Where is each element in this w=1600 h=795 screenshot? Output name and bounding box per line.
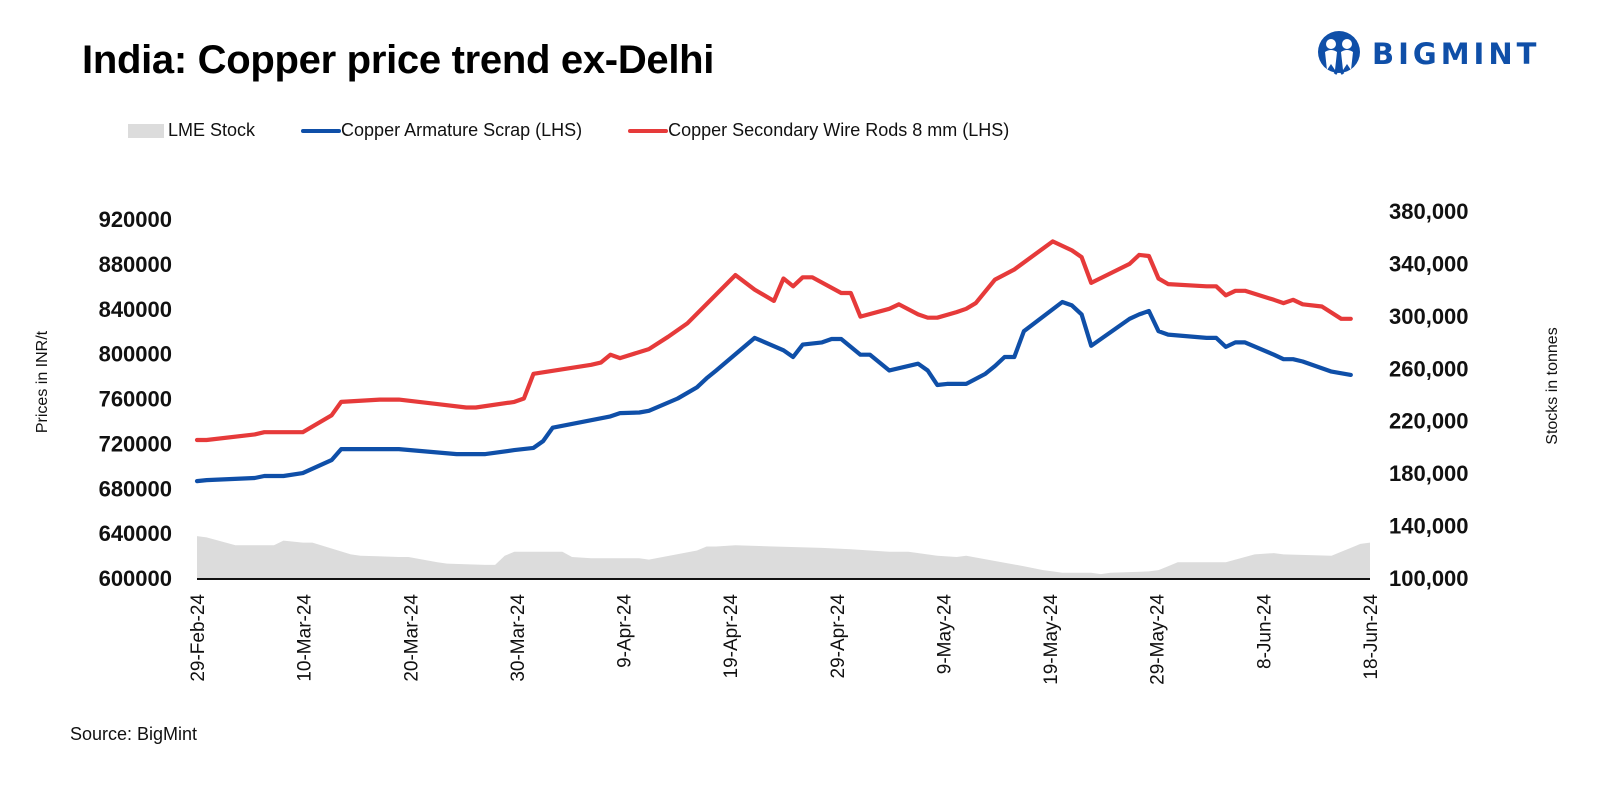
- left-tick-label: 800000: [99, 342, 172, 367]
- left-axis-title: Prices in INR/t: [34, 330, 51, 433]
- left-tick-label: 680000: [99, 476, 172, 501]
- x-tick-label: 29-May-24: [1148, 594, 1169, 685]
- legend-swatch-wire-rods: [628, 128, 669, 133]
- x-tick-label: 10-Mar-24: [295, 594, 316, 682]
- chart-title: India: Copper price trend ex-Delhi: [82, 38, 715, 82]
- right-tick-label: 140,000: [1389, 514, 1469, 539]
- left-tick-label: 720000: [99, 431, 172, 456]
- x-tick-label: 8-Jun-24: [1254, 594, 1275, 669]
- left-tick-label: 880000: [99, 252, 172, 277]
- right-axis-ticks: 100,000 140,000 180,000 220,000 260,000 300,0…: [1389, 199, 1469, 591]
- right-axis-title: Stocks in tonnes: [1544, 327, 1561, 444]
- legend-label: Copper Secondary Wire Rods 8 mm (LHS): [668, 120, 1010, 140]
- x-tick-label: 19-May-24: [1041, 594, 1062, 685]
- legend-swatch-lme-stock: [128, 123, 164, 138]
- right-tick-label: 220,000: [1389, 409, 1469, 434]
- x-tick-label: 20-Mar-24: [401, 594, 422, 682]
- x-tick-label: 18-Jun-24: [1361, 594, 1382, 680]
- right-tick-label: 300,000: [1389, 304, 1469, 329]
- right-tick-label: 260,000: [1389, 356, 1469, 381]
- area-lme-stock: [197, 536, 1370, 578]
- legend-label: Copper Armature Scrap (LHS): [341, 120, 583, 140]
- left-tick-label: 920000: [99, 207, 172, 232]
- x-tick-label: 29-Feb-24: [188, 594, 209, 682]
- line-copper-armature-scrap-lhs: [194, 299, 1353, 484]
- lme-stock-area-layer: [197, 536, 1370, 578]
- legend-item-lme-stock: LME Stock: [128, 120, 255, 141]
- x-tick-label: 30-Mar-24: [508, 594, 529, 682]
- right-tick-label: 100,000: [1389, 566, 1469, 591]
- price-lines-layer: [194, 239, 1353, 484]
- legend-swatch-armature-scrap: [301, 128, 342, 133]
- x-tick-label: 19-Apr-24: [721, 594, 742, 679]
- x-tick-label: 9-May-24: [935, 594, 956, 675]
- line-copper-secondary-wire-rods-8-mm-lhs: [194, 239, 1353, 443]
- legend-item-wire-rods: Copper Secondary Wire Rods 8 mm (LHS): [628, 120, 1009, 141]
- right-tick-label: 180,000: [1389, 461, 1469, 486]
- source-note: Source: BigMint: [70, 724, 198, 744]
- left-tick-label: 760000: [99, 387, 172, 412]
- bigmint-logo: BIGMINT: [1316, 30, 1540, 78]
- x-tick-label: 29-Apr-24: [828, 594, 849, 679]
- left-tick-label: 840000: [99, 297, 172, 322]
- x-tick-label: 9-Apr-24: [615, 594, 636, 668]
- right-tick-label: 340,000: [1389, 251, 1469, 276]
- logo-text: BIGMINT: [1372, 37, 1541, 71]
- legend-item-armature-scrap: Copper Armature Scrap (LHS): [301, 120, 582, 141]
- left-axis-ticks: 600000 640000 680000 720000 760000 800000 8400…: [99, 207, 172, 591]
- right-tick-label: 380,000: [1389, 199, 1469, 224]
- left-tick-label: 600000: [99, 566, 172, 591]
- legend-label: LME Stock: [168, 120, 256, 140]
- left-tick-label: 640000: [99, 521, 172, 546]
- bigmint-logo-icon: [1318, 31, 1360, 75]
- chart-legend: LME Stock Copper Armature Scrap (LHS) Co…: [128, 120, 1055, 141]
- x-axis-ticks: 29-Feb-24 10-Mar-24 20-Mar-24 30-Mar-24 9-Ap…: [188, 594, 1382, 685]
